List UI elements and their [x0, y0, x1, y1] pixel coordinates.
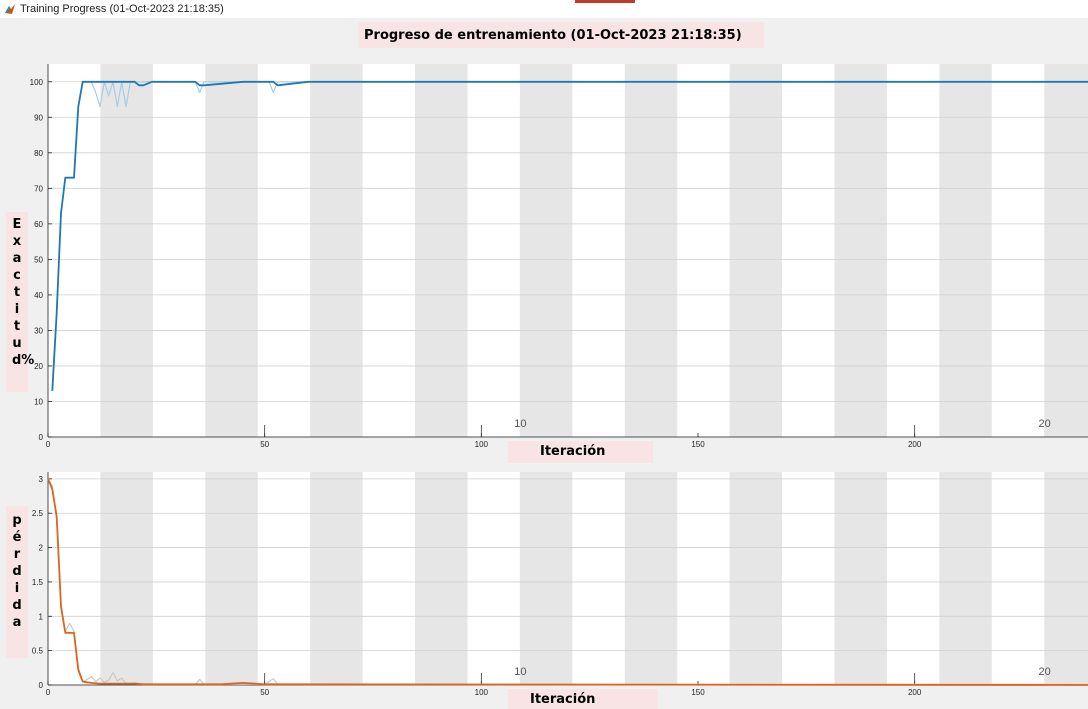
loss-xlabel-bg: [508, 689, 658, 709]
loss-xtick-label-3: 150: [691, 688, 705, 697]
loss-ytick-label-0: 0: [39, 681, 44, 690]
accuracy-ylabel-char-2: a: [12, 251, 22, 266]
accuracy-epoch-band-19: [1044, 64, 1088, 437]
loss-ylabel-char-5: d: [12, 598, 22, 613]
accuracy-xlabel: Iteración: [540, 444, 606, 459]
accuracy-xtick-label-2: 100: [475, 440, 489, 449]
loss-epoch-band-7: [415, 472, 468, 685]
loss-ytick-label-2: 1: [39, 612, 44, 621]
accuracy-xtick-label-0: 0: [46, 440, 51, 449]
accuracy-series-smoothed: [51, 80, 1088, 391]
accuracy-ytick-label-7: 70: [34, 184, 43, 193]
matlab-icon: [5, 4, 15, 14]
loss-ylabel-char-1: é: [12, 530, 22, 545]
loss-xtick-label-1: 50: [260, 688, 269, 697]
accuracy-epoch-band-9: [519, 64, 573, 437]
accuracy-ytick-label-10: 100: [30, 78, 44, 87]
loss-epoch-band-3: [205, 472, 258, 685]
loss-ylabel-char-4: i: [14, 581, 20, 596]
accuracy-ytick-label-6: 60: [34, 220, 43, 229]
loss-epoch-band-19: [1044, 472, 1088, 685]
window-titlebar: Training Progress (01-Oct-2023 21:18:35): [0, 0, 1088, 18]
accuracy-ylabel-char-7: u: [12, 336, 22, 351]
accuracy-epoch-band-13: [729, 64, 783, 437]
accuracy-epoch-band-17: [939, 64, 992, 437]
loss-ylabel-char-0: p: [12, 513, 22, 528]
loss-epoch-label-1: 20: [1039, 666, 1051, 678]
accuracy-epoch-band-5: [310, 64, 363, 437]
loss-ylabel-char-3: d: [12, 564, 22, 579]
loss-ytick-label-3: 1.5: [32, 578, 44, 587]
accuracy-ylabel-bg: [6, 212, 28, 392]
loss-xlabel: Iteración: [530, 692, 596, 707]
accuracy-ylabel-char-1: x: [12, 234, 22, 249]
accuracy-ylabel-char-last: d%: [12, 353, 35, 368]
loss-epoch-band-17: [939, 472, 992, 685]
accuracy-ytick-label-3: 30: [34, 326, 43, 335]
loss-epoch-band-9: [519, 472, 573, 685]
accuracy-epoch-band-11: [624, 64, 678, 437]
window-title: Training Progress (01-Oct-2023 21:18:35): [20, 3, 224, 15]
loss-epoch-band-13: [729, 472, 783, 685]
loss-epoch-band-15: [834, 472, 887, 685]
loss-epoch-label-0: 10: [514, 666, 526, 678]
accuracy-ytick-label-0: 0: [39, 433, 44, 442]
accuracy-epoch-label-1: 20: [1039, 418, 1051, 430]
accuracy-epoch-band-15: [834, 64, 887, 437]
loss-ylabel-bg: [6, 506, 28, 658]
loss-series-smoothed: [47, 478, 1088, 686]
accuracy-xtick-label-3: 150: [691, 440, 705, 449]
loss-epoch-band-5: [310, 472, 363, 685]
loss-ylabel-char-6: a: [12, 615, 22, 630]
loss-xtick-label-4: 200: [908, 688, 922, 697]
accuracy-ylabel-char-0: E: [12, 217, 22, 232]
accuracy-xtick-label-1: 50: [260, 440, 269, 449]
accuracy-ytick-label-8: 80: [34, 149, 43, 158]
loss-ytick-label-6: 3: [39, 475, 44, 484]
accuracy-ylabel-char-3: c: [13, 268, 21, 283]
loss-ytick-label-5: 2.5: [32, 509, 44, 518]
accuracy-epoch-band-1: [100, 64, 153, 437]
figure-title-text: Progreso de entrenamiento (01-Oct-2023 2…: [364, 27, 742, 43]
accuracy-ytick-label-1: 10: [34, 397, 43, 406]
accuracy-xlabel-bg: [508, 441, 653, 463]
loss-ytick-label-1: 0.5: [32, 647, 44, 656]
loss-epoch-band-1: [100, 472, 153, 685]
accuracy-ylabel-char-4: t: [13, 285, 21, 300]
accuracy-ytick-label-5: 50: [34, 255, 43, 264]
accuracy-epoch-band-3: [205, 64, 258, 437]
accuracy-epoch-label-0: 10: [514, 418, 526, 430]
loss-epoch-band-11: [624, 472, 678, 685]
accuracy-xtick-label-4: 200: [908, 440, 922, 449]
loss-ylabel-char-2: r: [13, 547, 21, 562]
figure-title: Progreso de entrenamiento (01-Oct-2023 2…: [358, 22, 764, 48]
loss-ytick-label-4: 2: [39, 544, 44, 553]
accuracy-epoch-band-7: [415, 64, 468, 437]
accuracy-ytick-label-4: 40: [34, 291, 43, 300]
loss-xtick-label-2: 100: [475, 688, 489, 697]
title-accent: [575, 0, 635, 3]
accuracy-ytick-label-9: 90: [34, 113, 43, 122]
loss-xtick-label-0: 0: [46, 688, 51, 697]
accuracy-ytick-label-2: 20: [34, 362, 43, 371]
accuracy-ylabel-char-6: t: [13, 319, 21, 334]
accuracy-ylabel-char-5: i: [14, 302, 20, 317]
